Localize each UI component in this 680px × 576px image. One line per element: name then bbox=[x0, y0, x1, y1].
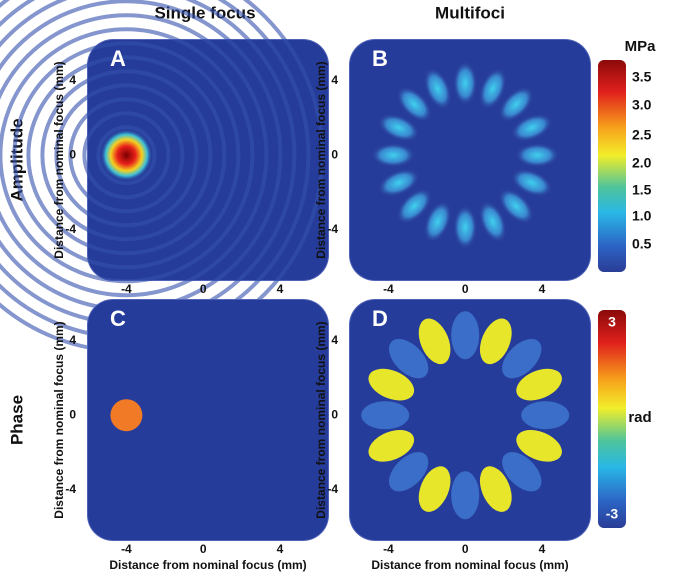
y-tick-label: 4 bbox=[331, 333, 338, 347]
colorbar-unit: rad bbox=[628, 409, 651, 426]
panel-letter: C bbox=[110, 306, 126, 331]
x-tick-label: -4 bbox=[121, 282, 132, 296]
y-tick-label: -4 bbox=[327, 482, 338, 496]
figure: Single focusMultifociAmplitudePhaseA-404… bbox=[0, 0, 680, 576]
phase-petal bbox=[361, 401, 409, 429]
phase-spot bbox=[110, 399, 142, 431]
y-tick-label: -4 bbox=[65, 482, 76, 496]
y-axis-label: Distance from nominal focus (mm) bbox=[52, 321, 66, 518]
x-tick-label: -4 bbox=[121, 542, 132, 556]
x-tick-label: -4 bbox=[383, 282, 394, 296]
panel-letter: B bbox=[372, 46, 388, 71]
x-tick-label: -4 bbox=[383, 542, 394, 556]
y-tick-label: 4 bbox=[69, 73, 76, 87]
phase-petal bbox=[451, 471, 479, 519]
amplitude-lobe bbox=[453, 205, 477, 249]
y-tick-label: 4 bbox=[69, 333, 76, 347]
column-title: Multifoci bbox=[435, 3, 505, 22]
x-tick-label: 4 bbox=[277, 542, 284, 556]
y-tick-label: 0 bbox=[69, 147, 76, 161]
colorbar-tick-label: 3.0 bbox=[632, 97, 652, 113]
x-tick-label: 4 bbox=[539, 542, 546, 556]
phase-petal bbox=[451, 311, 479, 359]
colorbar-tick-label: -3 bbox=[606, 506, 619, 522]
panel-letter: D bbox=[372, 306, 388, 331]
panel-letter: A bbox=[110, 46, 126, 71]
y-axis-label: Distance from nominal focus (mm) bbox=[314, 321, 328, 518]
y-tick-label: 0 bbox=[69, 407, 76, 421]
colorbar-tick-label: 3 bbox=[608, 314, 616, 330]
colorbar-tick-label: 0.5 bbox=[632, 236, 652, 252]
x-tick-label: 0 bbox=[462, 282, 469, 296]
x-tick-label: 0 bbox=[200, 282, 207, 296]
colorbar-tick-label: 3.5 bbox=[632, 69, 652, 85]
y-axis-label: Distance from nominal focus (mm) bbox=[52, 61, 66, 258]
row-title: Phase bbox=[7, 395, 26, 445]
y-axis-label: Distance from nominal focus (mm) bbox=[314, 61, 328, 258]
amplitude-lobe bbox=[371, 143, 415, 167]
colorbar bbox=[598, 310, 626, 528]
y-tick-label: 0 bbox=[331, 407, 338, 421]
colorbar-tick-label: 1.5 bbox=[632, 182, 652, 198]
colorbar bbox=[598, 60, 626, 272]
amplitude-lobe bbox=[453, 61, 477, 105]
x-axis-label: Distance from nominal focus (mm) bbox=[109, 558, 306, 572]
amplitude-lobe bbox=[515, 143, 559, 167]
y-tick-label: 0 bbox=[331, 147, 338, 161]
y-tick-label: -4 bbox=[65, 222, 76, 236]
colorbar-tick-label: 2.5 bbox=[632, 127, 652, 143]
y-tick-label: 4 bbox=[331, 73, 338, 87]
x-tick-label: 0 bbox=[200, 542, 207, 556]
phase-petal bbox=[521, 401, 569, 429]
x-tick-label: 0 bbox=[462, 542, 469, 556]
x-axis-label: Distance from nominal focus (mm) bbox=[371, 558, 568, 572]
focus-spot bbox=[100, 129, 152, 181]
x-tick-label: 4 bbox=[277, 282, 284, 296]
colorbar-unit: MPa bbox=[625, 38, 657, 55]
y-tick-label: -4 bbox=[327, 222, 338, 236]
colorbar-tick-label: 2.0 bbox=[632, 155, 652, 171]
colorbar-tick-label: 1.0 bbox=[632, 208, 652, 224]
x-tick-label: 4 bbox=[539, 282, 546, 296]
